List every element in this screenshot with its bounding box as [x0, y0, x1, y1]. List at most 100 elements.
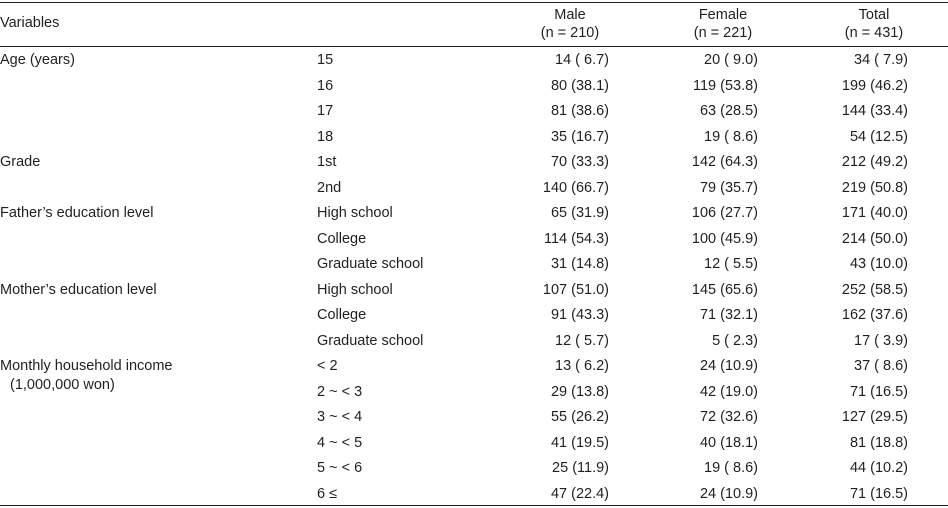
cell-total: 17 ( 3.9): [854, 332, 908, 349]
row-category-label: High school: [317, 205, 393, 221]
cell-male: 70 (33.3): [550, 154, 609, 170]
table-row: 5 ~ < 6 25 (11.9) 19 ( 8.6) 44 (10.2): [0, 456, 948, 482]
cell-total: 54 (12.5): [849, 128, 908, 145]
cell-male: 140 (66.7): [542, 179, 609, 196]
header-male-n: (n = 210): [540, 25, 600, 41]
header-total-label: Total: [858, 7, 890, 23]
cell-female: 5 ( 2.3): [712, 332, 758, 349]
cell-total: 81 (18.8): [849, 434, 908, 451]
cell-female: 79 (35.7): [699, 179, 758, 196]
cell-male: 80 (38.1): [550, 77, 609, 94]
row-category-label: 2nd: [317, 179, 342, 196]
cell-total: 171 (40.0): [841, 205, 908, 221]
cell-total: 44 (10.2): [849, 460, 908, 476]
cell-female: 24 (10.9): [699, 358, 758, 374]
cell-total: 162 (37.6): [841, 307, 908, 323]
table-header-rule: [0, 46, 948, 47]
row-category-label: 4 ~ < 5: [317, 434, 363, 451]
cell-male: 91 (43.3): [550, 307, 609, 323]
cell-male: 29 (13.8): [550, 383, 609, 400]
row-category-label: Graduate school: [317, 256, 424, 272]
cell-male: 65 (31.9): [550, 205, 609, 221]
cell-male: 107 (51.0): [542, 281, 609, 298]
row-variable-sublabel: (1,000,000 won): [10, 377, 115, 393]
row-category-label: 5 ~ < 6: [317, 460, 363, 476]
table-row: College 91 (43.3) 71 (32.1) 162 (37.6): [0, 303, 948, 329]
cell-male: 14 ( 6.7): [555, 52, 609, 68]
row-category-label: 3 ~ < 4: [317, 409, 363, 425]
cell-total: 199 (46.2): [841, 77, 908, 94]
table-row: Graduate school 31 (14.8) 12 ( 5.5) 43 (10.…: [0, 252, 948, 278]
header-female-n: (n = 221): [693, 25, 753, 41]
table-row: College 114 (54.3) 100 (45.9) 214 (50.0): [0, 227, 948, 253]
row-variable-label: Mother’s education level: [0, 281, 157, 298]
row-category-label: < 2: [317, 358, 338, 374]
row-variable-label: Monthly household income: [0, 358, 173, 374]
cell-female: 71 (32.1): [699, 307, 758, 323]
cell-total: 212 (49.2): [841, 154, 908, 170]
cell-male: 31 (14.8): [550, 256, 609, 272]
table-row: Grade 1st 70 (33.3) 142 (64.3) 212 (49.2): [0, 150, 948, 176]
table-row: Graduate school 12 ( 5.7) 5 ( 2.3) 17 ( 3.9…: [0, 329, 948, 355]
table-row: Mother’s education level High school 107 (…: [0, 278, 948, 304]
table-row: 4 ~ < 5 41 (19.5) 40 (18.1) 81 (18.8): [0, 431, 948, 457]
table-row: 16 80 (38.1) 119 (53.8) 199 (46.2): [0, 74, 948, 100]
row-category-label: 1st: [317, 154, 337, 170]
table-row: 2nd 140 (66.7) 79 (35.7) 219 (50.8): [0, 176, 948, 202]
cell-male: 47 (22.4): [550, 485, 609, 502]
cell-female: 19 ( 8.6): [704, 460, 758, 476]
table-row: 18 35 (16.7) 19 ( 8.6) 54 (12.5): [0, 125, 948, 151]
row-category-label: 6 ≤: [317, 485, 338, 502]
table-bottom-rule: [0, 505, 948, 506]
cell-total: 219 (50.8): [841, 179, 908, 196]
cell-female: 100 (45.9): [691, 230, 758, 247]
row-variable-label: Grade: [0, 154, 41, 170]
table-row: 3 ~ < 4 55 (26.2) 72 (32.6) 127 (29.5): [0, 405, 948, 431]
row-category-label: College: [317, 307, 367, 323]
cell-male: 35 (16.7): [550, 128, 609, 145]
cell-male: 81 (38.6): [550, 103, 609, 119]
table-body: Age (years) 15 14 ( 6.7) 20 ( 9.0) 34 ( 7.9)…: [0, 48, 948, 507]
cell-female: 63 (28.5): [699, 103, 758, 119]
cell-male: 114 (54.3): [543, 230, 609, 247]
row-category-label: Graduate school: [317, 332, 424, 349]
table-row: 2 ~ < 3 29 (13.8) 42 (19.0) 71 (16.5): [0, 380, 948, 406]
row-category-label: High school: [317, 281, 393, 298]
cell-female: 20 ( 9.0): [704, 52, 758, 68]
header-male: Male (n = 210): [510, 6, 630, 42]
cell-total: 37 ( 8.6): [854, 358, 908, 374]
table-top-rule: [0, 2, 948, 3]
cell-female: 42 (19.0): [699, 383, 758, 400]
cell-male: 25 (11.9): [552, 460, 609, 476]
cell-female: 72 (32.6): [699, 409, 758, 425]
cell-female: 12 ( 5.5): [704, 256, 758, 272]
header-female-label: Female: [698, 7, 748, 23]
cell-female: 19 ( 8.6): [704, 128, 758, 145]
cell-female: 106 (27.7): [691, 205, 758, 221]
row-category-label: 16: [317, 77, 334, 94]
header-total-n: (n = 431): [844, 25, 904, 41]
cell-male: 12 ( 5.7): [555, 332, 609, 349]
cell-female: 40 (18.1): [699, 434, 758, 451]
row-variable-label: Age (years): [0, 52, 75, 68]
cell-female: 24 (10.9): [699, 485, 758, 502]
row-category-label: 18: [317, 128, 334, 145]
cell-total: 127 (29.5): [841, 409, 908, 425]
row-variable-label: Father’s education level: [0, 205, 154, 221]
table-row: Age (years) 15 14 ( 6.7) 20 ( 9.0) 34 ( 7.9): [0, 48, 948, 74]
table-row: Monthly household income (1,000,000 won) <…: [0, 354, 948, 393]
cell-female: 119 (53.8): [692, 77, 758, 94]
cell-male: 13 ( 6.2): [555, 358, 609, 374]
header-total: Total (n = 431): [814, 6, 934, 42]
cell-total: 71 (16.5): [849, 485, 908, 502]
cell-total: 144 (33.4): [841, 103, 908, 119]
header-female: Female (n = 221): [663, 6, 783, 42]
cell-total: 252 (58.5): [841, 281, 908, 298]
cell-female: 142 (64.3): [691, 154, 758, 170]
header-male-label: Male: [554, 7, 586, 23]
cell-male: 41 (19.5): [550, 434, 609, 451]
cell-total: 34 ( 7.9): [854, 52, 908, 68]
cell-female: 145 (65.6): [691, 281, 758, 298]
table-row: 17 81 (38.6) 63 (28.5) 144 (33.4): [0, 99, 948, 125]
